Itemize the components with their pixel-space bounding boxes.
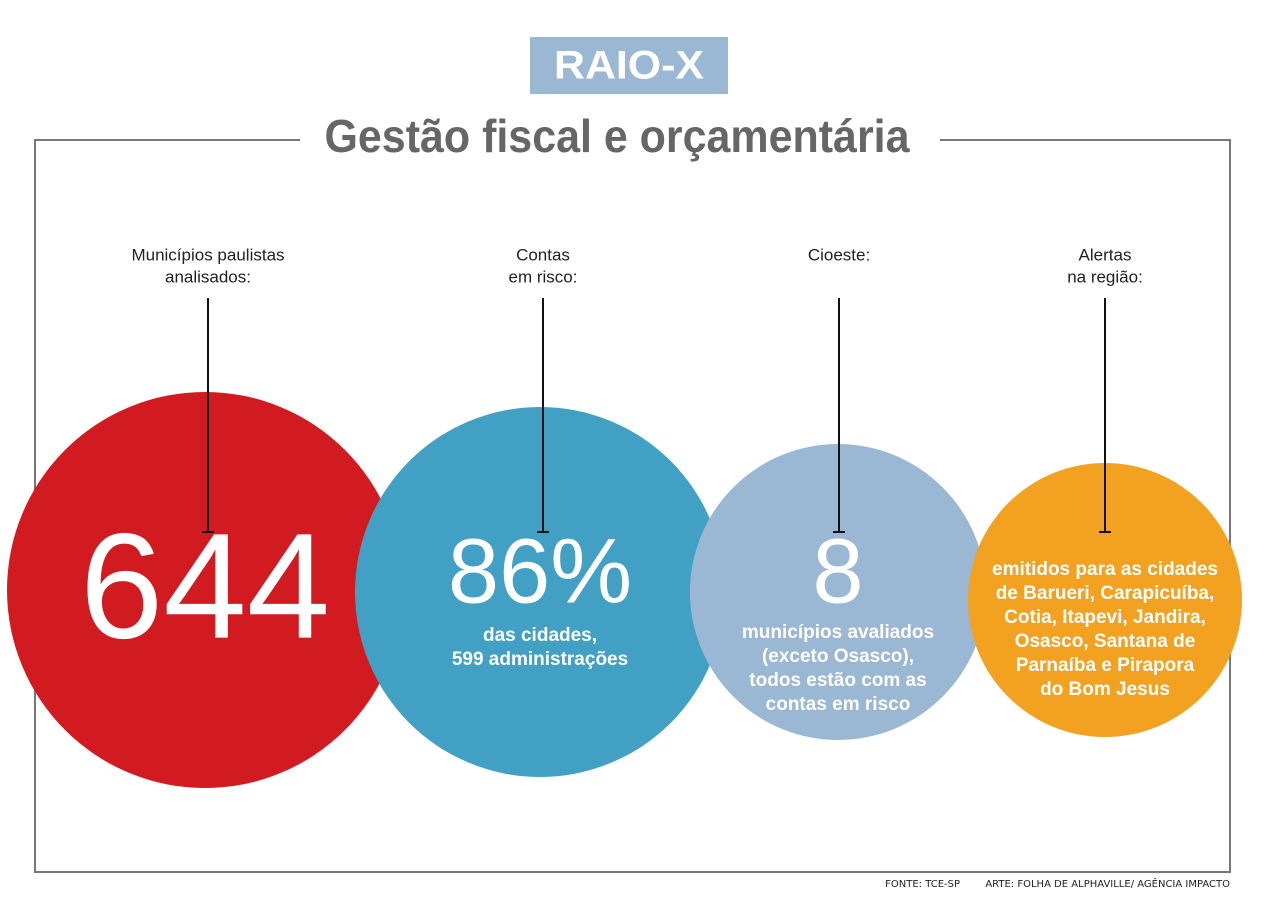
description: Parnaíba e Pirapora xyxy=(1016,655,1195,676)
description: Osasco, Santana de xyxy=(1015,631,1196,652)
label: Municípios paulistas xyxy=(131,245,284,264)
circle xyxy=(7,392,403,788)
label: Alertas xyxy=(1079,245,1132,264)
label: Cioeste: xyxy=(808,245,870,264)
description: Cotia, Itapevi, Jandira, xyxy=(1004,607,1206,628)
description: 599 administrações xyxy=(452,649,628,670)
title: Gestão fiscal e orçamentária xyxy=(325,110,910,162)
description: do Bom Jesus xyxy=(1040,679,1170,700)
label: Contas xyxy=(516,245,570,264)
description: emitidos para as cidades xyxy=(992,559,1218,580)
tag-box xyxy=(530,37,728,94)
description: (exceto Osasco), xyxy=(762,646,914,667)
description: municípios avaliados xyxy=(742,622,934,643)
label: na região: xyxy=(1067,267,1143,286)
label: em risco: xyxy=(509,267,578,286)
items: Municípios paulistas analisados: 644 Contas… xyxy=(7,245,1242,788)
description: das cidades, xyxy=(483,625,597,646)
tag: RAIO-X xyxy=(554,44,704,88)
circle xyxy=(355,407,725,777)
source: FONTE: TCE-SP xyxy=(885,879,960,890)
value: 644 xyxy=(80,502,330,670)
value: 86% xyxy=(448,520,632,622)
description: todos estão com as xyxy=(749,670,926,691)
description: de Barueri, Carapicuíba, xyxy=(996,583,1215,604)
value: 8 xyxy=(812,520,863,622)
title-gap xyxy=(300,110,940,170)
credit: ARTE: FOLHA DE ALPHAVILLE/ AGÊNCIA IMPAC… xyxy=(985,877,1230,890)
label: analisados: xyxy=(165,267,251,286)
circle xyxy=(968,463,1242,737)
description: contas em risco xyxy=(766,694,911,715)
circle xyxy=(690,444,986,740)
